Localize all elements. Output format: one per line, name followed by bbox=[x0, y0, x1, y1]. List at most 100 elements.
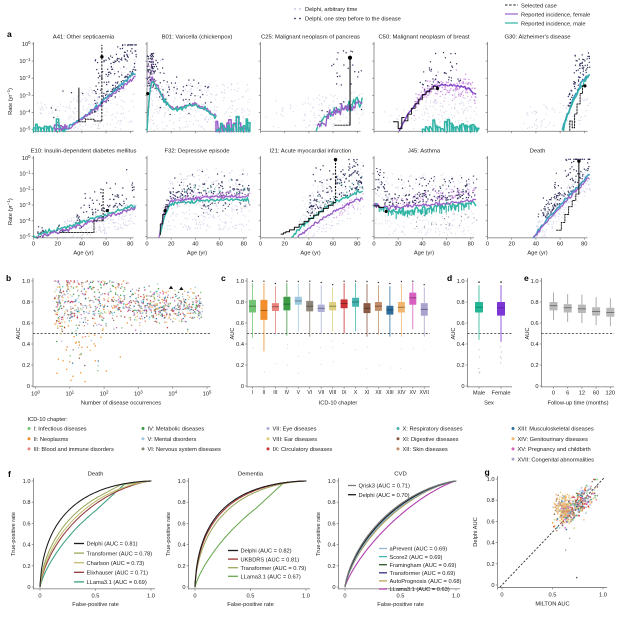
svg-text:Delphi (AUC = 0.81): Delphi (AUC = 0.81) bbox=[87, 542, 138, 548]
svg-text:40: 40 bbox=[419, 241, 425, 247]
svg-text:40: 40 bbox=[306, 241, 312, 247]
svg-text:C50: Malignant neoplasm of bre: C50: Malignant neoplasm of breast bbox=[378, 35, 469, 41]
svg-text:IX: Circulatory diseases: IX: Circulatory diseases bbox=[273, 447, 333, 453]
svg-text:X: Respiratory diseases: X: Respiratory diseases bbox=[403, 427, 463, 433]
svg-text:0.2: 0.2 bbox=[328, 564, 336, 570]
svg-text:80: 80 bbox=[127, 241, 133, 247]
svg-text:VI: VI bbox=[307, 390, 312, 396]
svg-text:0: 0 bbox=[182, 585, 185, 591]
svg-text:AUC: AUC bbox=[451, 327, 457, 339]
svg-text:Transformer (AUC = 0.69): Transformer (AUC = 0.69) bbox=[390, 571, 456, 577]
svg-text:XVII: Congenital abnormalities: XVII: Congenital abnormalities bbox=[518, 457, 595, 463]
svg-text:Reported incidence, male: Reported incidence, male bbox=[521, 22, 586, 28]
svg-text:XIV: XIV bbox=[397, 390, 406, 396]
svg-text:0.8: 0.8 bbox=[178, 500, 186, 506]
svg-text:60: 60 bbox=[216, 241, 222, 247]
svg-text:0.2: 0.2 bbox=[22, 363, 30, 369]
svg-text:Delphi, one step before to the: Delphi, one step before to the disease bbox=[305, 17, 401, 23]
svg-text:F32: Depressive episode: F32: Depressive episode bbox=[165, 149, 230, 155]
svg-text:60: 60 bbox=[557, 241, 563, 247]
svg-text:12: 12 bbox=[579, 391, 585, 397]
svg-text:0.6: 0.6 bbox=[487, 519, 495, 525]
svg-text:XI: XI bbox=[365, 390, 370, 396]
svg-text:0.6: 0.6 bbox=[178, 521, 186, 527]
svg-text:Selected case: Selected case bbox=[521, 4, 557, 10]
svg-text:60: 60 bbox=[330, 241, 336, 247]
svg-text:0.4: 0.4 bbox=[178, 543, 186, 549]
svg-text:XIII: XIII bbox=[386, 390, 394, 396]
svg-text:IV: Metabolic diseases: IV: Metabolic diseases bbox=[148, 427, 205, 433]
svg-text:10−2: 10−2 bbox=[19, 185, 31, 194]
svg-text:XV: Pregnancy and childbirth: XV: Pregnancy and childbirth bbox=[518, 447, 591, 453]
svg-text:0.8: 0.8 bbox=[457, 300, 465, 306]
svg-text:V: V bbox=[297, 390, 301, 396]
svg-text:0.2: 0.2 bbox=[23, 564, 31, 570]
svg-text:0: 0 bbox=[491, 583, 494, 589]
svg-text:Age (yr): Age (yr) bbox=[414, 250, 434, 256]
svg-text:VII: Eye diseases: VII: Eye diseases bbox=[273, 427, 317, 433]
svg-text:120: 120 bbox=[606, 391, 616, 397]
svg-text:IV: IV bbox=[285, 390, 290, 396]
svg-text:Rate (yr−1): Rate (yr−1) bbox=[6, 198, 15, 225]
svg-text:XII: XII bbox=[375, 390, 381, 396]
svg-text:Sex: Sex bbox=[484, 401, 494, 407]
svg-text:XVII: XVII bbox=[419, 390, 428, 396]
svg-text:Delphi, arbitrary time: Delphi, arbitrary time bbox=[305, 7, 357, 13]
svg-text:d: d bbox=[447, 273, 452, 283]
svg-text:X: X bbox=[354, 390, 358, 396]
svg-text:Rate (yr−1): Rate (yr−1) bbox=[6, 88, 15, 115]
svg-text:1.0: 1.0 bbox=[487, 477, 495, 483]
svg-text:10−3: 10−3 bbox=[19, 91, 31, 100]
svg-text:105: 105 bbox=[203, 389, 212, 398]
svg-text:III: Blood and immune disorder: III: Blood and immune disorders bbox=[34, 447, 114, 453]
svg-text:0: 0 bbox=[552, 391, 555, 397]
svg-text:60: 60 bbox=[103, 241, 109, 247]
svg-text:0: 0 bbox=[145, 241, 148, 247]
svg-text:VIII: VIII bbox=[329, 390, 337, 396]
svg-text:0.8: 0.8 bbox=[328, 500, 336, 506]
svg-text:XV: XV bbox=[409, 390, 416, 396]
svg-text:0: 0 bbox=[535, 384, 538, 390]
svg-text:1.0: 1.0 bbox=[147, 594, 155, 600]
svg-text:Age (yr): Age (yr) bbox=[187, 250, 207, 256]
svg-text:VI: Nervous system diseases: VI: Nervous system diseases bbox=[148, 447, 221, 453]
svg-text:AUC: AUC bbox=[230, 327, 236, 339]
svg-text:E10: Insulin-dependent diabete: E10: Insulin-dependent diabetes mellitus bbox=[31, 149, 137, 155]
svg-text:II: Neoplasms: II: Neoplasms bbox=[34, 437, 69, 443]
svg-text:0.5: 0.5 bbox=[247, 594, 255, 600]
svg-text:b: b bbox=[6, 273, 11, 283]
svg-text:20: 20 bbox=[395, 241, 401, 247]
svg-text:V: Mental disorders: V: Mental disorders bbox=[148, 437, 197, 443]
svg-text:VII: VII bbox=[318, 390, 324, 396]
svg-text:1.0: 1.0 bbox=[328, 479, 336, 485]
svg-text:0.8: 0.8 bbox=[22, 300, 30, 306]
svg-text:0.5: 0.5 bbox=[92, 594, 100, 600]
svg-text:0: 0 bbox=[32, 241, 35, 247]
svg-text:LLama3.1 (AUC = 0.67): LLama3.1 (AUC = 0.67) bbox=[241, 575, 301, 581]
svg-text:40: 40 bbox=[192, 241, 198, 247]
svg-text:ICD-10 chapter:: ICD-10 chapter: bbox=[28, 417, 69, 423]
svg-text:LLama3.1 (AUC = 0.69): LLama3.1 (AUC = 0.69) bbox=[87, 580, 147, 586]
svg-text:II: II bbox=[263, 390, 266, 396]
svg-text:0.8: 0.8 bbox=[487, 498, 495, 504]
svg-text:10−1: 10−1 bbox=[19, 169, 31, 178]
svg-text:80: 80 bbox=[354, 241, 360, 247]
svg-text:60: 60 bbox=[593, 391, 599, 397]
svg-text:0.4: 0.4 bbox=[487, 541, 495, 547]
svg-text:20: 20 bbox=[282, 241, 288, 247]
svg-text:1.0: 1.0 bbox=[23, 479, 31, 485]
svg-text:Transformer (AUC = 0.79): Transformer (AUC = 0.79) bbox=[241, 566, 307, 572]
svg-text:100: 100 bbox=[31, 389, 40, 398]
svg-text:XI: Digestive diseases: XI: Digestive diseases bbox=[403, 437, 459, 443]
svg-text:0.4: 0.4 bbox=[328, 543, 336, 549]
svg-text:0.4: 0.4 bbox=[236, 342, 244, 348]
svg-text:0.5: 0.5 bbox=[397, 594, 405, 600]
svg-text:False-positive rate: False-positive rate bbox=[72, 602, 118, 608]
svg-text:0: 0 bbox=[27, 585, 30, 591]
svg-text:Reported incidence, female: Reported incidence, female bbox=[521, 13, 590, 19]
svg-text:0.4: 0.4 bbox=[457, 342, 465, 348]
svg-text:0.8: 0.8 bbox=[236, 300, 244, 306]
svg-text:1.0: 1.0 bbox=[22, 279, 30, 285]
svg-text:LLama3.1 (AUC = 0.63): LLama3.1 (AUC = 0.63) bbox=[390, 587, 450, 593]
svg-text:0.4: 0.4 bbox=[23, 543, 31, 549]
